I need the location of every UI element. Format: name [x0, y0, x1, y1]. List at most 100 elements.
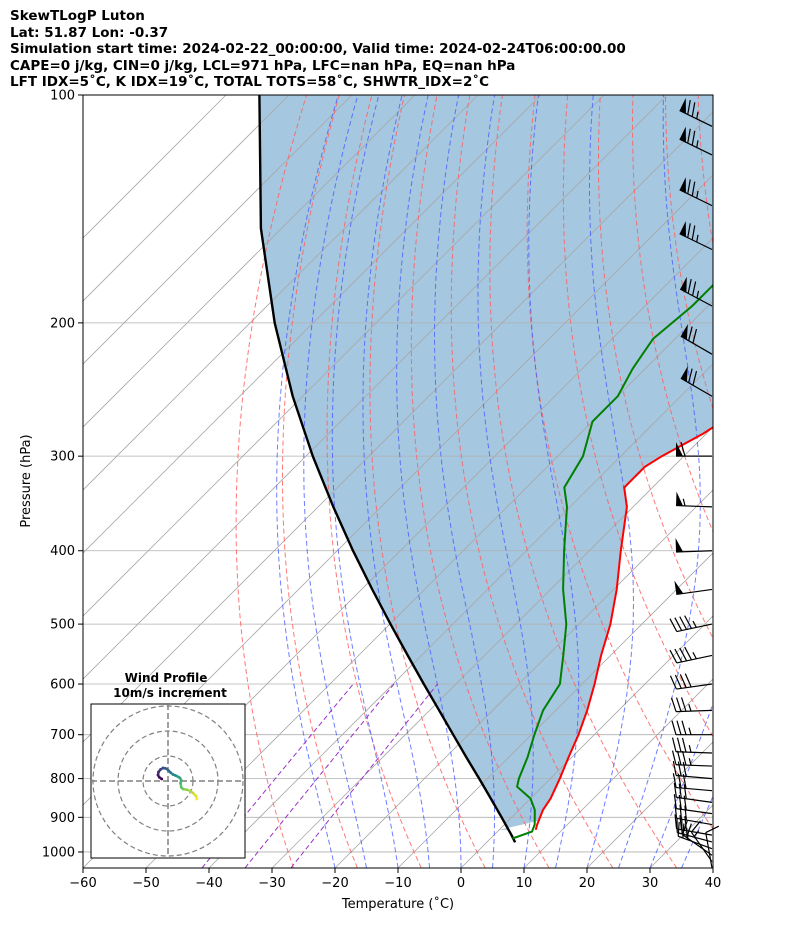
dry-adiabat	[632, 95, 713, 533]
x-tick-label: −30	[258, 876, 285, 891]
moist-adiabat	[618, 95, 701, 868]
dry-adiabat	[562, 95, 713, 738]
wind-barb-full	[672, 773, 677, 788]
moist-adiabat	[434, 95, 495, 868]
wind-barb-full	[688, 326, 693, 341]
mixing-ratio-line	[290, 683, 438, 868]
wind-barb-flag	[676, 442, 683, 457]
wind-barb-full	[674, 617, 683, 631]
wind-barb-full	[691, 225, 696, 240]
moist-adiabat	[649, 702, 713, 868]
dry-adiabat	[450, 95, 614, 868]
wind-barb-full	[705, 825, 720, 834]
hodograph-point	[161, 766, 165, 770]
wind-barb-flag	[679, 177, 686, 193]
parcel-profile-line	[258, 95, 517, 843]
wind-barb-full	[691, 102, 696, 117]
stability-line: CAPE=0 j/kg, CIN=0 j/kg, LCL=971 hPa, LF…	[10, 57, 516, 74]
dry-adiabat	[410, 95, 550, 868]
hodograph-point	[156, 773, 160, 777]
wind-barb-shaft	[679, 288, 713, 307]
wind-barb	[680, 366, 713, 397]
wind-barb-shaft	[676, 817, 713, 826]
wind-barb-full	[684, 673, 692, 688]
y-tick-label: 700	[50, 728, 75, 743]
x-tick-label: −60	[69, 876, 96, 891]
wind-barb-half	[693, 830, 700, 837]
wind-barb-full	[684, 646, 692, 661]
wind-barb-half	[688, 703, 692, 712]
isotherm-line	[334, 489, 713, 868]
wind-barb-half	[696, 190, 699, 199]
wind-barb-full	[687, 179, 691, 194]
location-line: Lat: 51.87 Lon: -0.37	[10, 24, 169, 41]
isotherm-line	[712, 867, 713, 868]
y-tick-label: 400	[50, 544, 75, 559]
isotherm-line	[83, 95, 227, 239]
wind-barb-shaft	[679, 233, 713, 251]
wind-barb-full	[676, 750, 682, 766]
y-tick-label: 1000	[42, 845, 75, 860]
isotherm-line	[460, 615, 713, 868]
isotherm-line	[83, 95, 668, 680]
x-tick-label: −40	[195, 876, 222, 891]
wind-barb	[671, 737, 713, 754]
wind-barb	[671, 720, 712, 736]
wind-barb-full	[684, 615, 692, 629]
wind-barb-shaft	[679, 110, 713, 127]
wind-barb-full	[682, 823, 685, 839]
wind-barb-full	[688, 368, 693, 383]
moist-adiabat	[303, 95, 367, 868]
wind-barb-full	[681, 750, 687, 766]
moist-adiabat	[331, 95, 399, 868]
wind-barb-half	[696, 234, 699, 243]
cin-shaded-area	[259, 95, 713, 830]
wind-barb	[679, 97, 713, 127]
wind-barb-full	[673, 782, 677, 798]
wind-barb-full	[687, 278, 692, 294]
isotherm-line	[397, 552, 713, 868]
wind-barb-full	[691, 130, 696, 146]
isotherm-line	[83, 111, 713, 743]
dry-adiabat	[369, 95, 486, 868]
wind-barb-full	[684, 805, 687, 821]
dry-adiabat	[598, 95, 713, 640]
hodograph-point	[179, 781, 182, 785]
wind-barb-half	[696, 140, 699, 148]
wind-barb-full	[676, 720, 682, 735]
dry-adiabat	[526, 95, 713, 830]
hodograph-point	[177, 775, 180, 779]
isotherm-line	[83, 95, 542, 554]
moist-adiabat	[477, 95, 534, 868]
x-tick-label: −20	[321, 876, 348, 891]
wind-barb-shaft	[705, 832, 713, 869]
wind-barb-full	[692, 328, 698, 344]
wind-barb-full	[671, 720, 677, 735]
temperature-line	[534, 426, 713, 831]
wind-barb-full	[669, 675, 677, 690]
wind-barb	[670, 697, 713, 713]
wind-barb-flag	[679, 221, 686, 237]
wind-barb-full	[679, 647, 688, 662]
hodograph-point	[189, 789, 192, 793]
dry-adiabat	[731, 95, 794, 868]
isotherm-line	[83, 95, 416, 428]
moist-adiabat	[276, 95, 339, 868]
wind-barb-full	[670, 697, 677, 712]
wind-barb-full	[684, 816, 687, 831]
wind-barb	[674, 814, 713, 836]
wind-barb	[679, 221, 713, 251]
wind-barb-shaft	[676, 709, 713, 713]
wind-barb-half	[688, 727, 692, 735]
moist-adiabat	[528, 95, 580, 868]
wind-barb-flag	[675, 538, 684, 552]
wind-barb	[674, 803, 713, 826]
hodograph-point	[195, 797, 199, 801]
dry-adiabat	[697, 95, 713, 247]
isotherm-line	[83, 95, 353, 365]
wind-barb-full	[669, 618, 678, 632]
wind-barb	[676, 491, 713, 508]
wind-barb-full	[674, 814, 678, 829]
wind-barb-full	[679, 804, 683, 820]
wind-barb	[669, 615, 713, 633]
